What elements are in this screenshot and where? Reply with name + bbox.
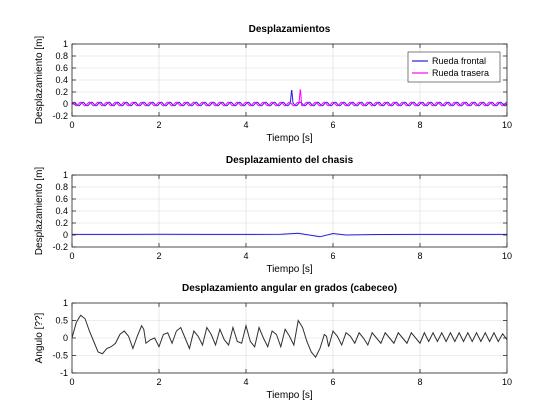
chart-title: Desplazamientos: [249, 24, 331, 35]
x-tick-label-3: 6: [330, 251, 335, 261]
y-tick-label-0: -0.2: [52, 111, 68, 121]
x-tick-label-2: 4: [243, 251, 248, 261]
x-axis-label: Tiempo [s]: [266, 264, 313, 275]
y-tick-label-4: 1: [63, 298, 68, 308]
x-tick-label-0: 0: [69, 120, 74, 130]
y-tick-label-3: 0.5: [55, 316, 68, 326]
x-tick-label-5: 10: [502, 377, 512, 387]
chart-title: Desplazamiento del chasis: [226, 155, 354, 166]
y-tick-label-5: 0.8: [55, 51, 68, 61]
y-tick-label-0: -1: [60, 368, 68, 378]
x-tick-label-1: 2: [156, 377, 161, 387]
x-tick-label-3: 6: [330, 377, 335, 387]
y-tick-label-6: 1: [63, 170, 68, 180]
y-tick-label-6: 1: [63, 39, 68, 49]
y-tick-label-2: 0: [63, 333, 68, 343]
x-tick-label-0: 0: [69, 377, 74, 387]
y-axis-label: Desplazamiento [m]: [34, 36, 45, 125]
legend-label-2: Rueda trasera: [432, 68, 489, 78]
y-tick-label-4: 0.6: [55, 63, 68, 73]
x-tick-label-4: 8: [417, 251, 422, 261]
x-tick-label-5: 10: [502, 120, 512, 130]
x-tick-label-5: 10: [502, 251, 512, 261]
legend-box: [407, 51, 501, 83]
chart-2: 0 2 4 6 8 10-0.200.20.40.60.81Desplazamiento …: [34, 155, 512, 275]
y-tick-label-1: 0: [63, 230, 68, 240]
x-axis-label: Tiempo [s]: [266, 133, 313, 144]
x-tick-label-4: 8: [417, 377, 422, 387]
x-tick-label-4: 8: [417, 120, 422, 130]
chart-title: Desplazamiento angular en grados (cabece…: [182, 283, 397, 294]
x-tick-label-3: 6: [330, 120, 335, 130]
y-tick-label-1: 0: [63, 99, 68, 109]
y-tick-label-2: 0.2: [55, 218, 68, 228]
y-tick-label-4: 0.6: [55, 194, 68, 204]
x-tick-label-1: 2: [156, 251, 161, 261]
x-tick-label-1: 2: [156, 120, 161, 130]
y-axis-label: Desplazamiento [m]: [34, 167, 45, 256]
chart-3: 0 2 4 6 8 10 -1 -0.5 0 0.5 1 Desplazamiento angular…: [34, 283, 512, 401]
x-tick-label-0: 0: [69, 251, 74, 261]
x-tick-label-2: 4: [243, 120, 248, 130]
series-line-1: [72, 314, 507, 359]
series-line-2: [72, 88, 507, 107]
y-tick-label-2: 0.2: [55, 87, 68, 97]
x-tick-label-2: 4: [243, 377, 248, 387]
y-tick-label-3: 0.4: [55, 75, 68, 85]
x-axis-label: Tiempo [s]: [266, 390, 313, 401]
series-line-1: [72, 232, 507, 238]
y-tick-label-0: -0.2: [52, 242, 68, 252]
y-tick-label-3: 0.4: [55, 206, 68, 216]
chart-1: 0 2 4 6 8 10-0.200.20.40.60.81Desplazamientos…: [34, 24, 512, 144]
legend-label-1: Rueda frontal: [432, 56, 486, 66]
y-tick-label-5: 0.8: [55, 182, 68, 192]
y-tick-label-1: -0.5: [52, 351, 68, 361]
legend: Rueda frontal Rueda trasera: [407, 51, 501, 83]
y-axis-label: Angulo [??]: [34, 312, 45, 363]
